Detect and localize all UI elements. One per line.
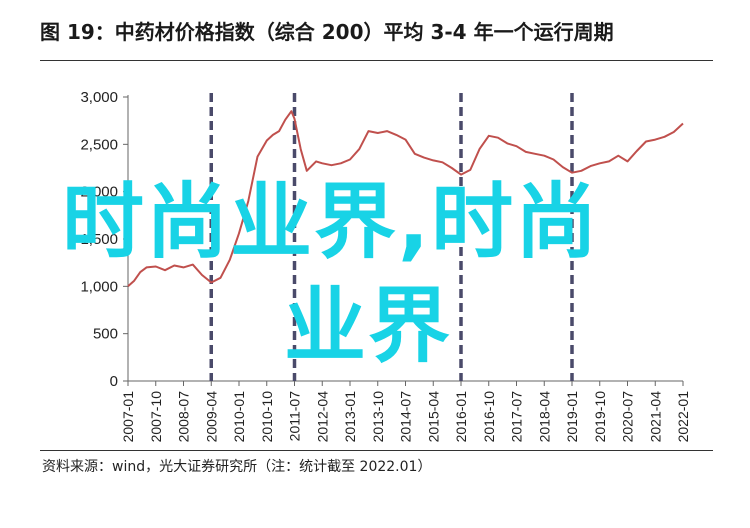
y-tick-label: 1,500	[80, 231, 118, 248]
x-tick-label: 2015-04	[425, 391, 441, 443]
x-tick-label: 2013-10	[370, 391, 386, 443]
x-tick-label: 2013-01	[342, 391, 358, 443]
x-tick-label: 2016-10	[481, 391, 497, 443]
y-tick-label: 500	[93, 326, 118, 343]
x-tick-label: 2010-01	[231, 391, 247, 443]
y-tick-label: 3,000	[80, 89, 118, 106]
x-tick-label: 2014-07	[398, 391, 414, 443]
x-tick-label: 2020-07	[620, 391, 636, 443]
watermark-line-2: 业界	[284, 279, 453, 374]
top-rule	[40, 60, 713, 61]
watermark-line-1: 时尚业界,时尚	[62, 175, 600, 270]
y-tick-label: 2,000	[80, 184, 118, 201]
x-tick-label: 2022-01	[675, 391, 691, 443]
x-tick-label: 2021-04	[647, 391, 663, 443]
x-tick-label: 2019-10	[592, 391, 608, 443]
x-tick-label: 2012-04	[314, 391, 330, 443]
x-tick-label: 2008-07	[176, 391, 192, 443]
y-tick-label: 0	[110, 373, 118, 390]
x-tick-label: 2010-10	[259, 391, 275, 443]
x-tick-label: 2017-07	[509, 391, 525, 443]
x-tick-label: 2007-10	[148, 391, 164, 443]
series-line	[127, 110, 684, 288]
y-tick-label: 1,000	[80, 278, 118, 295]
x-tick-label: 2016-01	[453, 391, 469, 443]
x-tick-label: 2018-04	[536, 391, 552, 443]
x-tick-label: 2009-04	[203, 391, 219, 443]
x-tick-label: 2019-01	[564, 391, 580, 443]
x-tick-label: 2011-07	[287, 391, 303, 442]
y-tick-label: 2,500	[80, 136, 118, 153]
x-tick-label: 2007-01	[120, 391, 136, 443]
chart-title: 图 19：中药材价格指数（综合 200）平均 3-4 年一个运行周期	[40, 20, 614, 44]
source-note: 资料来源：wind，光大证券研究所（注：统计截至 2022.01）	[42, 459, 432, 475]
bottom-rule	[40, 450, 713, 451]
